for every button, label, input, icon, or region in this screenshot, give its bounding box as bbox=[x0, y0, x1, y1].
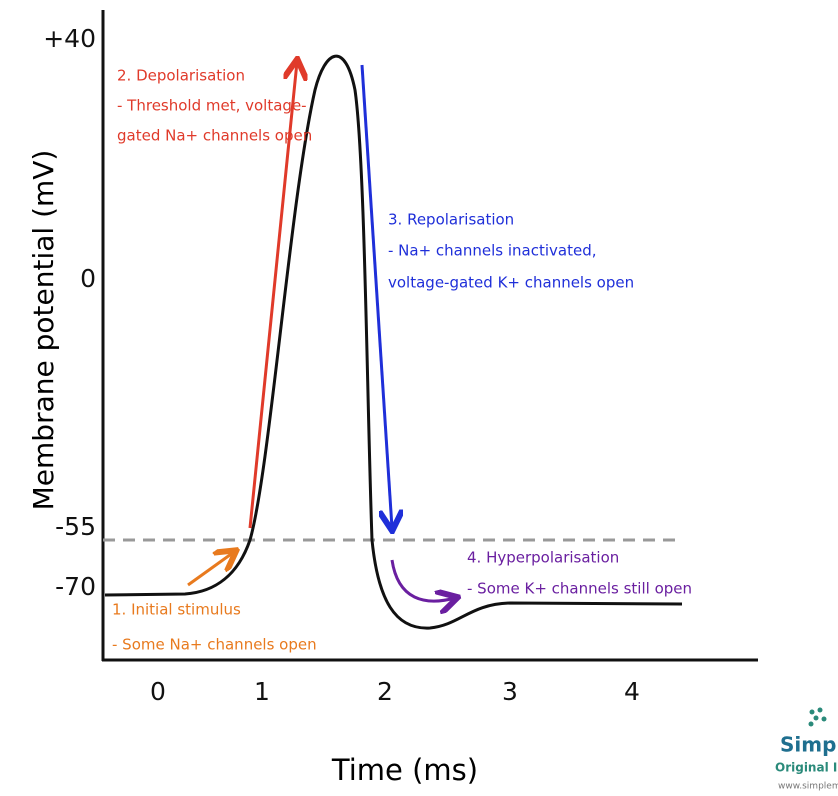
y-tick-label: 0 bbox=[80, 264, 96, 293]
watermark-caption: Original Ima bbox=[775, 761, 838, 775]
x-axis-label: Time (ms) bbox=[331, 753, 478, 787]
annotation-title: 4. Hyperpolarisation bbox=[467, 549, 619, 567]
x-tick-label: 3 bbox=[502, 677, 518, 706]
y-tick-label: +40 bbox=[43, 24, 96, 53]
arrow-repolarisation bbox=[360, 64, 392, 528]
action-potential-curve bbox=[104, 54, 683, 630]
annotation-line: - Some K+ channels still open bbox=[467, 580, 692, 598]
y-tick-label: -55 bbox=[55, 512, 96, 541]
y-axis-label: Membrane potential (mV) bbox=[27, 150, 60, 511]
watermark-brand: SimpleM bbox=[780, 733, 838, 757]
annotation-title: 3. Repolarisation bbox=[388, 211, 514, 229]
annotation-line: voltage-gated K+ channels open bbox=[388, 274, 634, 292]
annotation-line: - Na+ channels inactivated, bbox=[388, 242, 597, 260]
y-tick-label: -70 bbox=[55, 572, 96, 601]
x-tick-label: 4 bbox=[624, 677, 640, 706]
annotation-line: - Threshold met, voltage- bbox=[117, 97, 307, 115]
annotation-title: 2. Depolarisation bbox=[117, 67, 245, 85]
annotation-line: gated Na+ channels open bbox=[117, 127, 312, 145]
watermark-logo bbox=[808, 707, 827, 727]
annotation-line: - Some Na+ channels open bbox=[112, 636, 317, 654]
x-tick-label: 0 bbox=[150, 677, 166, 706]
arrow-hyperpolarisation bbox=[390, 559, 455, 601]
watermark-url: www.simplemed bbox=[778, 782, 838, 792]
annotation-title: 1. Initial stimulus bbox=[112, 601, 241, 619]
arrow-stimulus bbox=[187, 552, 234, 587]
x-tick-label: 1 bbox=[254, 677, 270, 706]
arrow-depolarisation bbox=[248, 62, 297, 529]
x-tick-label: 2 bbox=[377, 677, 393, 706]
